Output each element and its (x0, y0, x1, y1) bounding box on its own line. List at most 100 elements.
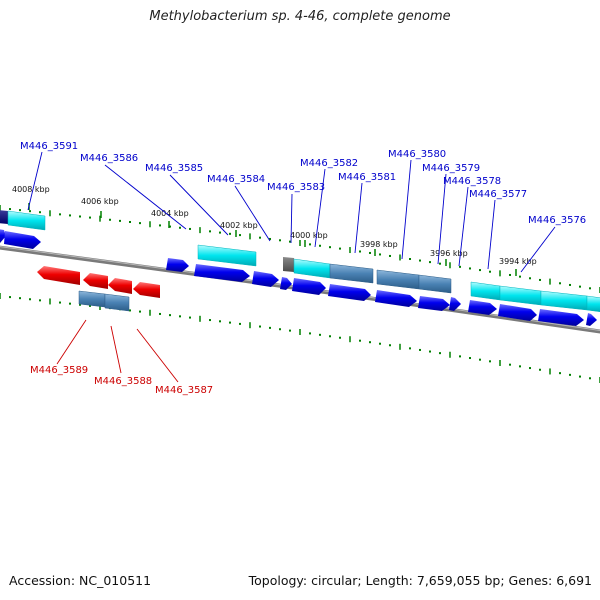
tick-dot (459, 265, 461, 268)
feature-bar (293, 258, 331, 279)
tick-dot (119, 219, 121, 222)
cds-arrow (418, 296, 450, 311)
tick-dot (109, 218, 111, 221)
cds-arrow (194, 264, 250, 282)
tick-dot (369, 341, 371, 344)
tick-dot (179, 226, 181, 229)
reverse-feature-track (78, 290, 130, 312)
tick-dot (489, 270, 491, 273)
tick-dot (19, 297, 21, 300)
tick-dot (289, 240, 291, 243)
tick-dot (219, 231, 221, 234)
cds-arrow (133, 282, 160, 298)
cds-arrow (83, 273, 108, 289)
tick-label: 4004 kbp (151, 209, 189, 218)
gene-label: M446_3577 (469, 189, 527, 200)
tick-dot (189, 227, 191, 230)
tick-dot (559, 282, 561, 285)
cds-arrow (108, 278, 132, 294)
tick-dot (529, 367, 531, 370)
gene-label: M446_3582 (300, 158, 358, 169)
tick-dot (219, 320, 221, 323)
tick-dot (369, 251, 371, 254)
reverse-cds-track (37, 266, 160, 298)
feature-bar (376, 269, 420, 290)
tick-dot (579, 285, 581, 288)
gene-label: M446_3584 (207, 174, 265, 185)
map-title: Methylobacterium sp. 4-46, complete geno… (149, 9, 451, 24)
tick-dot (379, 253, 381, 256)
feature-bar (499, 285, 542, 306)
tick-dot (309, 332, 311, 335)
tick-label: 3996 kbp (430, 249, 468, 258)
forward-cds-track (0, 229, 597, 326)
gene-label: M446_3583 (267, 182, 325, 193)
gene-label-group: M446_3591 M446_3586 M446_3585 M446_3584 … (20, 141, 586, 396)
tick-dot (409, 258, 411, 261)
tick-dot (19, 209, 21, 212)
gene-label: M446_3585 (145, 163, 203, 174)
tick-label: 4006 kbp (81, 197, 119, 206)
tick-dot (269, 237, 271, 240)
cds-arrow (586, 313, 597, 326)
gene-label: M446_3587 (155, 385, 213, 396)
cds-arrow (328, 284, 371, 301)
tick-dot (209, 230, 211, 233)
tick-dot (539, 278, 541, 281)
tick-dot (189, 316, 191, 319)
tick-dot (289, 329, 291, 332)
tick-dot (89, 304, 91, 307)
feature-bar (329, 263, 374, 284)
tick-dot (169, 225, 171, 228)
tick-dot (319, 244, 321, 247)
tick-dot (359, 339, 361, 342)
cds-arrow (37, 266, 80, 285)
tick-dot (259, 325, 261, 328)
tick-dot (159, 224, 161, 227)
topology-text: Topology: circular; Length: 7,659,055 bp… (248, 573, 592, 588)
gene-label: M446_3579 (422, 163, 480, 174)
tick-dot (39, 211, 41, 214)
tick-dot (139, 222, 141, 225)
tick-dot (79, 303, 81, 306)
tick-dot (419, 348, 421, 351)
tick-dot (69, 302, 71, 305)
tick-dot (569, 373, 571, 376)
tick-dot (279, 239, 281, 242)
tick-dot (279, 328, 281, 331)
tick-dot (419, 259, 421, 262)
tick-dot (329, 246, 331, 249)
tick-dot (429, 350, 431, 353)
tick-dot (469, 267, 471, 270)
tick-label: 4002 kbp (220, 221, 258, 230)
tick-dot (479, 269, 481, 272)
feature-bar (283, 257, 294, 272)
tick-dot (329, 335, 331, 338)
tick-dot (469, 357, 471, 360)
tick-dot (559, 372, 561, 375)
tick-dot (129, 309, 131, 312)
tick-dot (589, 287, 591, 290)
tick-dot (59, 213, 61, 216)
cds-arrow (375, 290, 417, 307)
cds-arrow (292, 278, 326, 295)
tick-label: 4008 kbp (12, 185, 50, 194)
tick-dot (529, 277, 531, 280)
gene-label: M446_3589 (30, 365, 88, 376)
feature-bar (78, 290, 106, 308)
feature-bar (7, 210, 46, 231)
tick-dot (439, 262, 441, 265)
tick-labels: 4008 kbp 4006 kbp 4004 kbp 4002 kbp 4000… (12, 185, 537, 276)
tick-dot (9, 208, 11, 211)
tick-dot (239, 234, 241, 237)
cds-arrow (4, 231, 41, 249)
tick-dot (79, 215, 81, 218)
tick-dot (159, 312, 161, 315)
cds-arrow (252, 271, 279, 287)
tick-track-outer (0, 293, 600, 383)
cds-arrow (498, 304, 537, 321)
tick-dot (209, 319, 211, 322)
feature-bar (470, 281, 501, 301)
tick-dot (379, 342, 381, 345)
